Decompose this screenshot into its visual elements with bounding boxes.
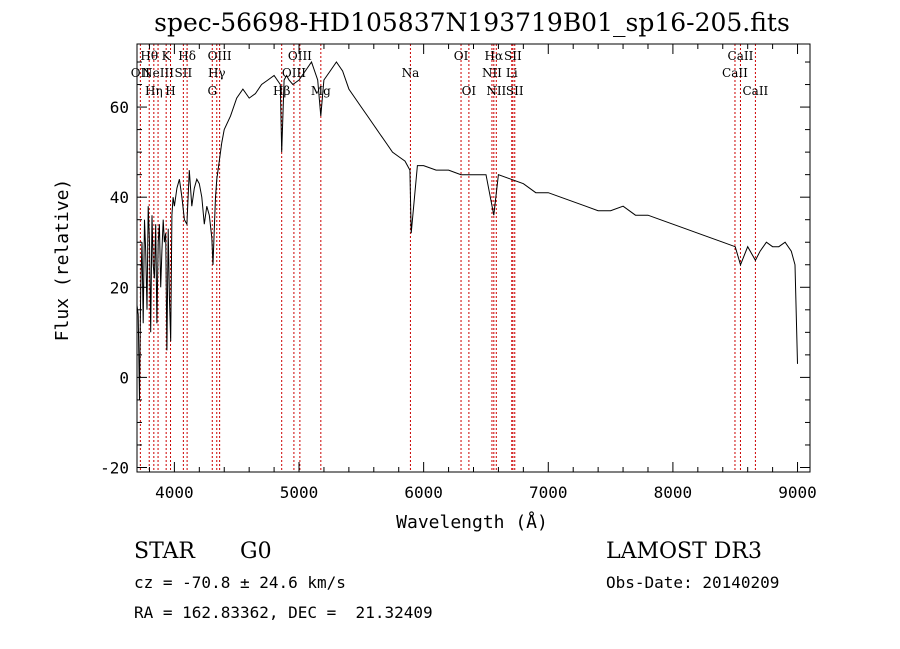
line-label: Na (402, 66, 420, 80)
axis-ticks: 4000 5000 6000 7000 8000 9000 -20 0 20 40 60 (100, 44, 817, 502)
y-tick-label: -20 (100, 458, 129, 477)
line-label: K (162, 49, 172, 63)
line-label: Hβ (273, 84, 290, 98)
line-label: OII (131, 66, 151, 80)
spectral-line-markers (139, 44, 756, 472)
line-label: OI (462, 84, 477, 98)
x-tick-label: 8000 (654, 483, 693, 502)
line-label: NII (486, 84, 506, 98)
y-tick-label: 60 (110, 98, 129, 117)
line-label: Hη (145, 84, 163, 98)
line-label: OIII (208, 49, 232, 63)
x-axis-label: Wavelength (Å) (396, 511, 548, 533)
line-label: G (207, 84, 217, 98)
line-label: Hα (485, 49, 504, 63)
y-tick-label: 0 (119, 368, 129, 387)
y-tick-label: 40 (110, 188, 129, 207)
y-tick-label: 20 (110, 278, 129, 297)
line-label: OI (454, 49, 469, 63)
line-label: OIII (282, 66, 306, 80)
line-label: Hδ (178, 49, 196, 63)
line-label: SII (504, 49, 522, 63)
survey-name: LAMOST DR3 (606, 539, 762, 564)
obs-date: Obs-Date: 20140209 (606, 573, 780, 592)
spectrum-line (136, 60, 798, 400)
plot-frame (136, 43, 811, 473)
line-label: NeIII (142, 66, 174, 80)
x-tick-label: 5000 (280, 483, 319, 502)
y-axis-label: Flux (relative) (52, 179, 73, 342)
line-label: Mg (311, 84, 331, 98)
x-tick-label: 6000 (404, 483, 443, 502)
line-label: OIII (288, 49, 312, 63)
line-label: Hγ (208, 66, 226, 80)
line-label: SII (506, 84, 524, 98)
chart-title: spec-56698-HD105837N193719B01_sp16-205.f… (154, 8, 790, 37)
line-label: CaII (728, 49, 754, 63)
line-label: SII (175, 66, 193, 80)
object-subclass: G0 (240, 539, 272, 564)
x-tick-label: 4000 (155, 483, 194, 502)
line-label: NII (482, 66, 502, 80)
spectral-line-labels: OIIHθHηNeIIIKHSIIHδGHγOIIIHβOIIIOIIIMgNa… (131, 49, 769, 98)
line-label: CaII (742, 84, 768, 98)
line-label: Hθ (140, 49, 158, 63)
coordinates: RA = 162.83362, DEC = 21.32409 (134, 603, 433, 622)
line-label: H (165, 84, 175, 98)
redshift-text: cz = -70.8 ± 24.6 km/s (134, 573, 346, 592)
x-tick-label: 7000 (529, 483, 568, 502)
object-class: STAR (134, 539, 195, 564)
x-tick-label: 9000 (778, 483, 817, 502)
line-label: CaII (722, 66, 748, 80)
line-label: Li (506, 66, 518, 80)
